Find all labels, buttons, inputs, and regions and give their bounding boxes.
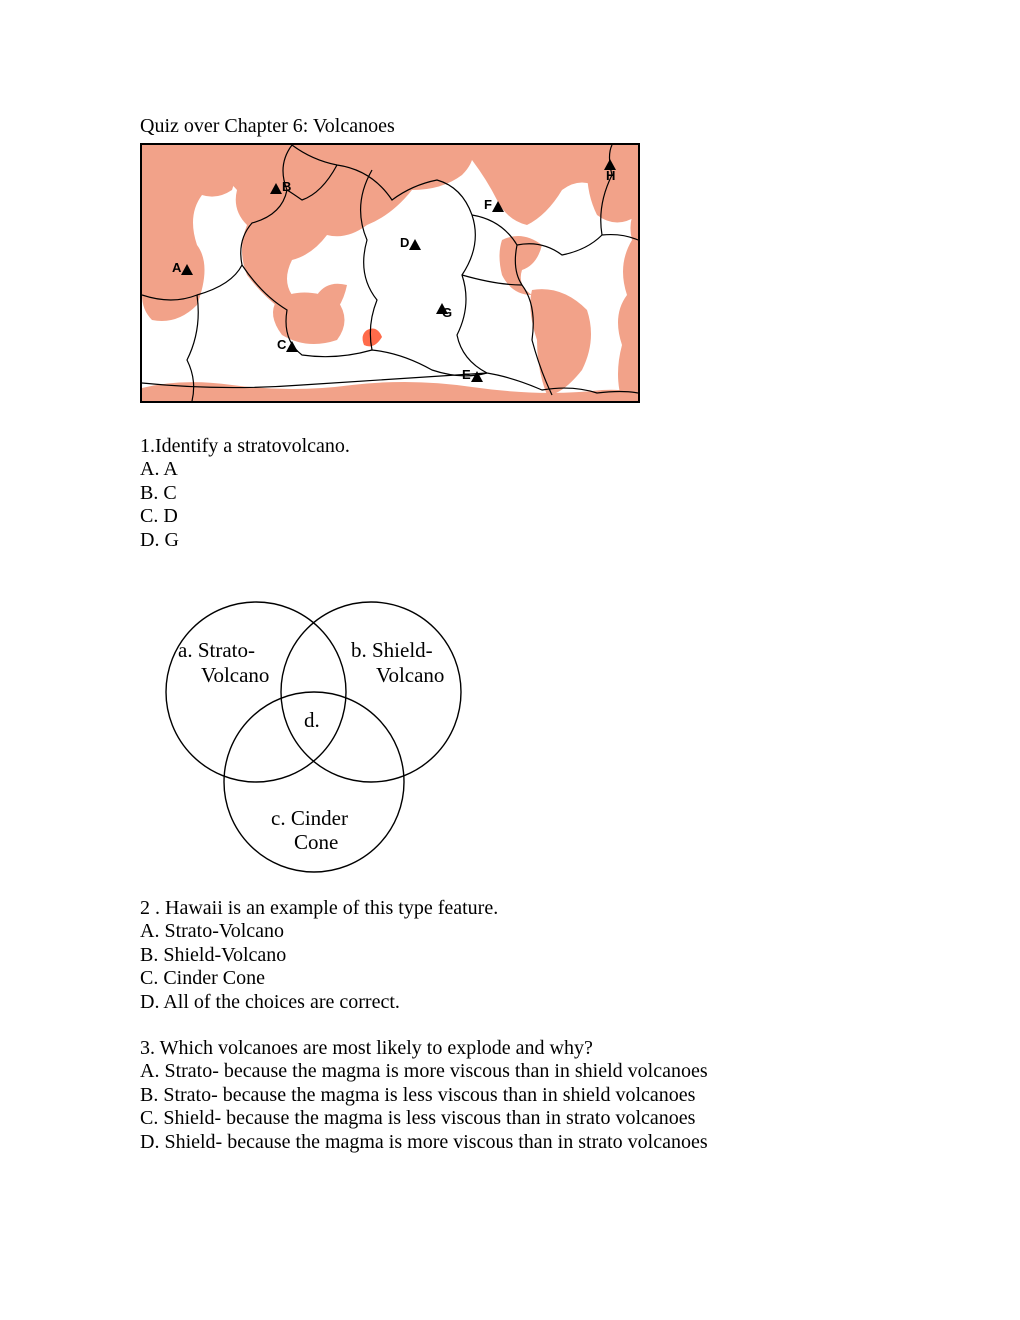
- triangle-icon: [181, 264, 193, 275]
- q3-choice-d: D. Shield- because the magma is more vis…: [140, 1131, 880, 1155]
- marker-h-label: H: [606, 168, 615, 183]
- venn-d: d.: [304, 708, 320, 732]
- triangle-icon: [492, 201, 504, 212]
- venn-c-line1: c. Cinder: [271, 806, 348, 830]
- q3-prompt: 3. Which volcanoes are most likely to ex…: [140, 1037, 880, 1061]
- map-svg: [142, 145, 638, 401]
- q1-prompt: 1.Identify a stratovolcano.: [140, 435, 880, 459]
- marker-d-label: D: [400, 235, 409, 250]
- q1-choice-b: B. C: [140, 482, 880, 506]
- venn-b-line2: Volcano: [376, 663, 444, 687]
- question-2: 2 . Hawaii is an example of this type fe…: [140, 897, 880, 1015]
- venn-a-line1: a. Strato-: [178, 638, 255, 662]
- q2-choice-d: D. All of the choices are correct.: [140, 991, 880, 1015]
- venn-a-line2: Volcano: [201, 663, 269, 687]
- q2-choice-b: B. Shield-Volcano: [140, 944, 880, 968]
- venn-diagram: a. Strato- Volcano b. Shield- Volcano d.…: [146, 587, 880, 877]
- marker-f-label: F: [484, 197, 492, 212]
- q3-choice-c: C. Shield- because the magma is less vis…: [140, 1107, 880, 1131]
- triangle-icon: [286, 341, 298, 352]
- marker-e: E: [462, 367, 483, 382]
- q3-choice-a: A. Strato- because the magma is more vis…: [140, 1060, 880, 1084]
- venn-c-line2: Cone: [294, 830, 338, 854]
- triangle-icon: [409, 239, 421, 250]
- marker-a-label: A: [172, 260, 181, 275]
- triangle-icon: [270, 183, 282, 194]
- marker-f: F: [484, 197, 504, 212]
- triangle-icon: [471, 371, 483, 382]
- quiz-page: Quiz over Chapter 6: Volcanoes: [0, 0, 1020, 1155]
- q2-choice-a: A. Strato-Volcano: [140, 920, 880, 944]
- marker-h: H: [604, 155, 616, 186]
- q2-prompt: 2 . Hawaii is an example of this type fe…: [140, 897, 880, 921]
- marker-c: C: [277, 337, 298, 352]
- q1-choice-d: D. G: [140, 529, 880, 553]
- marker-a: A: [172, 260, 193, 275]
- q1-choice-c: C. D: [140, 505, 880, 529]
- land-group: [142, 145, 638, 401]
- q2-choice-c: C. Cinder Cone: [140, 967, 880, 991]
- marker-g-label: G: [442, 305, 452, 320]
- marker-b-label: B: [282, 179, 291, 194]
- marker-d: D: [400, 235, 421, 250]
- marker-e-label: E: [462, 367, 471, 382]
- q1-choice-a: A. A: [140, 458, 880, 482]
- marker-g: G: [436, 299, 458, 314]
- question-1: 1.Identify a stratovolcano. A. A B. C C.…: [140, 435, 880, 553]
- marker-b: B: [270, 179, 291, 194]
- venn-b-line1: b. Shield-: [351, 638, 433, 662]
- marker-c-label: C: [277, 337, 286, 352]
- q3-choice-b: B. Strato- because the magma is less vis…: [140, 1084, 880, 1108]
- quiz-title: Quiz over Chapter 6: Volcanoes: [140, 115, 880, 139]
- world-map: A B C D E F G H: [140, 143, 640, 403]
- question-3: 3. Which volcanoes are most likely to ex…: [140, 1037, 880, 1155]
